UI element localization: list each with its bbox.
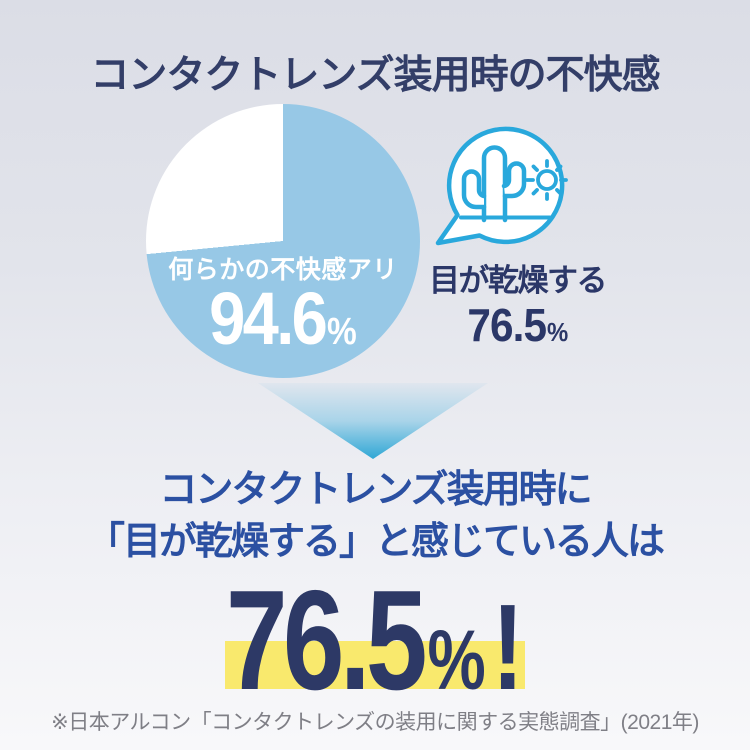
yellow-highlight-bar [225,641,525,689]
headline: コンタクトレンズ装用時に 「目が乾燥する」と感じている人は [0,464,750,568]
pie-slice-percent-sign: % [327,311,357,353]
sun-icon [525,159,568,201]
big-percent-sign: % [427,613,486,707]
down-arrow-shape [258,383,488,459]
dry-eye-value-group: 76.5% [467,302,568,348]
cactus-left-arm [461,169,487,210]
speech-bubble [435,126,568,246]
infographic-title: コンタクトレンズ装用時の不快感 [90,54,660,97]
pie-slice-value: 94.6 [209,277,328,360]
dry-eye-callout: 目が乾燥する 76.5% [420,255,615,348]
dry-eye-label: 目が乾燥する [429,263,608,298]
pie-slice-label: 何らかの不快感アリ [168,256,398,284]
pie-chart: 何らかの不快感アリ 94.6% [146,104,420,378]
big-percentage-group: 76.5%! [226,570,524,717]
pie-slice-value-group: 94.6% [209,282,357,356]
exclamation-mark: ! [492,579,524,715]
down-arrow-icon [258,383,488,459]
source-note: ※日本アルコン「コンタクトレンズの装用に関する実態調査」(2021年) [51,711,699,734]
headline-line2: 「目が乾燥する」と感じている人は [86,521,665,564]
cactus-icon [481,145,508,223]
headline-line1: コンタクトレンズ装用時に [159,469,592,511]
dry-eye-percent-sign: % [546,317,568,347]
cactus-right-arm [501,161,527,199]
pie-text-block: 何らかの不快感アリ 94.6% [146,250,420,356]
big-percentage-row: 76.5%! [0,570,750,717]
dry-eye-value: 76.5 [467,299,547,351]
big-percentage-value: 76.5 [226,561,428,720]
